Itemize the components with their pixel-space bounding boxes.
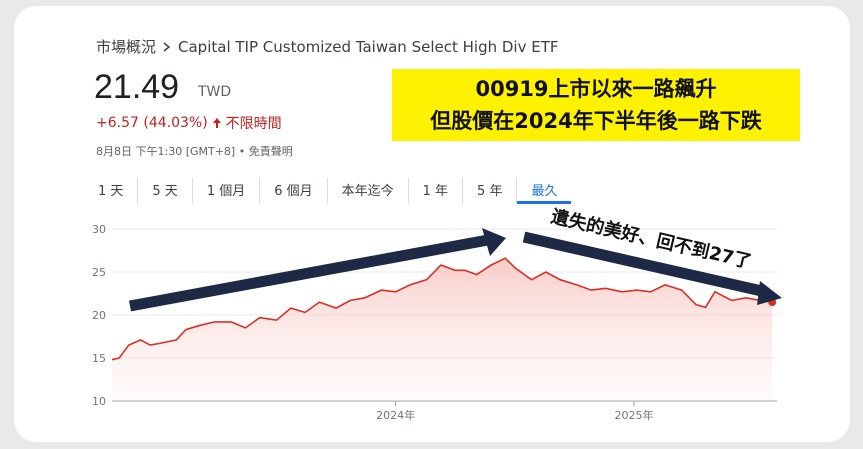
headline: 00919上市以來一路飆升: [475, 77, 717, 101]
breadcrumb-root[interactable]: 市場概況: [96, 38, 157, 56]
y-tick-label: 25: [92, 266, 106, 279]
range-tab[interactable]: 5 年: [463, 178, 518, 204]
price-line: [111, 257, 773, 361]
x-tick-label: 2025年: [614, 408, 653, 422]
change-value: +6.57 (44.03%): [96, 115, 208, 131]
range-tab[interactable]: 1 天: [84, 178, 139, 204]
up-arrow: [212, 118, 221, 128]
range-tab[interactable]: 6 個月: [260, 178, 328, 204]
headline: 但股價在2024年下半年後一路下跌: [430, 109, 762, 133]
range-tab[interactable]: 最久: [517, 178, 572, 204]
currency: TWD: [198, 84, 232, 100]
down-trend-arrow: [522, 231, 768, 298]
up-trend-arrow: [129, 234, 489, 312]
change: +6.57 (44.03%) 不限時間: [96, 113, 282, 133]
breadcrumb: 市場概況 Capital TIP Customized Taiwan Selec…: [96, 36, 559, 57]
range-tab[interactable]: 本年迄今: [328, 178, 409, 204]
change-period: 不限時間: [225, 116, 282, 132]
x-tick-label: 2024年: [376, 408, 415, 422]
range-tab[interactable]: 1 個月: [193, 178, 261, 204]
arrowhead: [757, 281, 782, 305]
y-tick-label: 30: [92, 223, 106, 236]
headline-box: 00919上市以來一路飆升 但股價在2024年下半年後一路下跌: [392, 69, 800, 141]
breadcrumb-title: Capital TIP Customized Taiwan Select Hig…: [178, 37, 559, 56]
range-tab[interactable]: 5 天: [138, 178, 193, 204]
arrowhead: [482, 228, 506, 256]
area: [112, 258, 773, 401]
y-tick-label: 20: [92, 309, 106, 322]
y-tick-label: 15: [92, 352, 106, 365]
y-tick-label: 10: [92, 395, 106, 408]
timestamp: 8月8日 下午1:30 [GMT+8] • 免責聲明: [96, 145, 293, 158]
range-tab[interactable]: 1 年: [409, 178, 464, 204]
price: 21.49: [94, 68, 180, 106]
chevron: [163, 41, 171, 52]
